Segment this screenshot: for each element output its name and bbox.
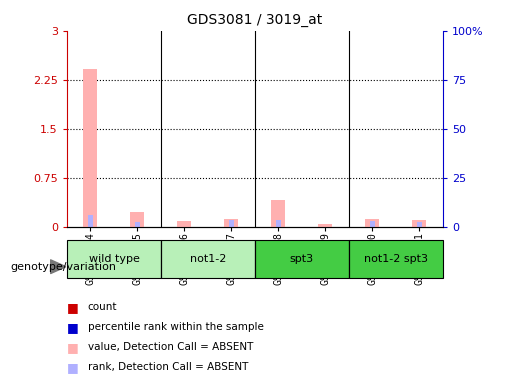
Bar xyxy=(318,224,333,227)
Text: wild type: wild type xyxy=(89,254,140,264)
Text: genotype/variation: genotype/variation xyxy=(10,262,116,272)
Text: not1-2: not1-2 xyxy=(190,254,226,264)
Bar xyxy=(349,240,443,278)
Text: ■: ■ xyxy=(67,301,79,314)
Bar xyxy=(271,200,285,227)
Bar xyxy=(370,221,375,227)
Text: ■: ■ xyxy=(67,361,79,374)
Text: rank, Detection Call = ABSENT: rank, Detection Call = ABSENT xyxy=(88,362,248,372)
Bar xyxy=(177,221,192,227)
Polygon shape xyxy=(50,260,66,273)
Bar xyxy=(135,222,140,227)
Bar xyxy=(88,215,93,227)
Bar xyxy=(255,240,349,278)
Text: ■: ■ xyxy=(67,341,79,354)
Bar xyxy=(229,220,234,227)
Bar xyxy=(67,240,161,278)
Bar xyxy=(225,219,238,227)
Text: value, Detection Call = ABSENT: value, Detection Call = ABSENT xyxy=(88,342,253,352)
Text: count: count xyxy=(88,302,117,312)
Bar xyxy=(413,220,426,227)
Text: percentile rank within the sample: percentile rank within the sample xyxy=(88,322,264,332)
Title: GDS3081 / 3019_at: GDS3081 / 3019_at xyxy=(187,13,322,27)
Bar xyxy=(161,240,255,278)
Text: spt3: spt3 xyxy=(290,254,314,264)
Bar xyxy=(417,222,422,227)
Text: not1-2 spt3: not1-2 spt3 xyxy=(364,254,428,264)
Text: ■: ■ xyxy=(67,321,79,334)
Bar xyxy=(130,212,145,227)
Bar xyxy=(83,69,97,227)
Bar xyxy=(365,219,380,227)
Bar xyxy=(276,220,281,227)
